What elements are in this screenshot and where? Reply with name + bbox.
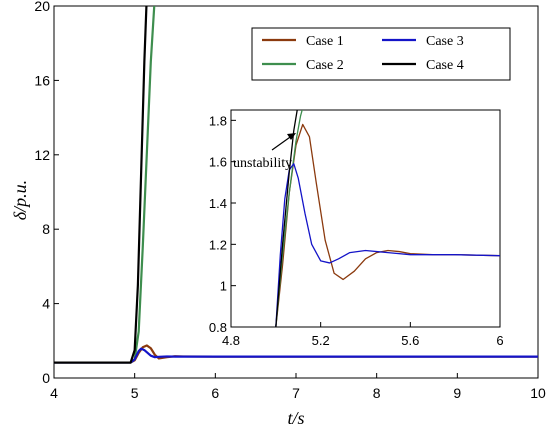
main-x-tick-label: 5 xyxy=(131,385,139,401)
main-series-case-3 xyxy=(54,347,538,364)
main-y-tick-label: 8 xyxy=(42,221,50,237)
main-x-tick-label: 10 xyxy=(530,385,546,401)
main-y-tick-label: 0 xyxy=(42,370,50,386)
main-y-tick-label: 20 xyxy=(34,0,50,14)
inset-x-tick-label: 6 xyxy=(496,333,503,348)
inset-x-tick-label: 4.8 xyxy=(222,333,240,348)
main-y-tick-label: 12 xyxy=(34,147,50,163)
legend-label-case-4: Case 4 xyxy=(426,58,464,73)
annotation-text: unstability xyxy=(233,156,292,171)
inset-series-line-2 xyxy=(275,110,303,327)
main-y-tick-label: 4 xyxy=(42,296,50,312)
inset-x-tick-label: 5.6 xyxy=(401,333,419,348)
inset-y-tick-label: 1.6 xyxy=(209,155,227,170)
y-axis-label: δ/p.u. xyxy=(10,180,30,220)
main-x-tick-label: 4 xyxy=(50,385,58,401)
x-axis-label: t/s xyxy=(287,408,304,428)
legend-label-case-3: Case 3 xyxy=(426,34,464,49)
main-x-tick-label: 9 xyxy=(453,385,461,401)
inset-y-tick-label: 1.4 xyxy=(209,196,227,211)
inset-series-line-3 xyxy=(275,163,500,327)
annotation-arrowhead xyxy=(287,133,296,140)
inset-x-tick-label: 5.2 xyxy=(312,333,330,348)
unstability-annotation: unstability xyxy=(233,133,296,171)
inset-series-line-4 xyxy=(275,110,298,327)
inset-plot-area xyxy=(230,109,501,328)
main-x-tick-label: 8 xyxy=(373,385,381,401)
inset-y-tick-label: 0.8 xyxy=(209,320,227,335)
inset-y-tick-label: 1.8 xyxy=(209,113,227,128)
legend: Case 1 Case 2 Case 3 Case 4 xyxy=(251,27,511,81)
main-series-case-4 xyxy=(54,6,148,364)
legend-label-case-2: Case 2 xyxy=(306,58,344,73)
inset-axis-ticks: 4.8 5.2 5.6 6 0.8 1 1.2 1.4 1.6 1.8 xyxy=(209,113,504,348)
main-x-tick-label: 7 xyxy=(292,385,300,401)
legend-box xyxy=(251,27,511,81)
main-x-tick-label: 6 xyxy=(211,385,219,401)
main-y-tick-label: 16 xyxy=(34,72,50,88)
legend-label-case-1: Case 1 xyxy=(306,34,344,49)
inset-y-tick-label: 1 xyxy=(220,279,227,294)
inset-y-tick-label: 1.2 xyxy=(209,237,227,252)
